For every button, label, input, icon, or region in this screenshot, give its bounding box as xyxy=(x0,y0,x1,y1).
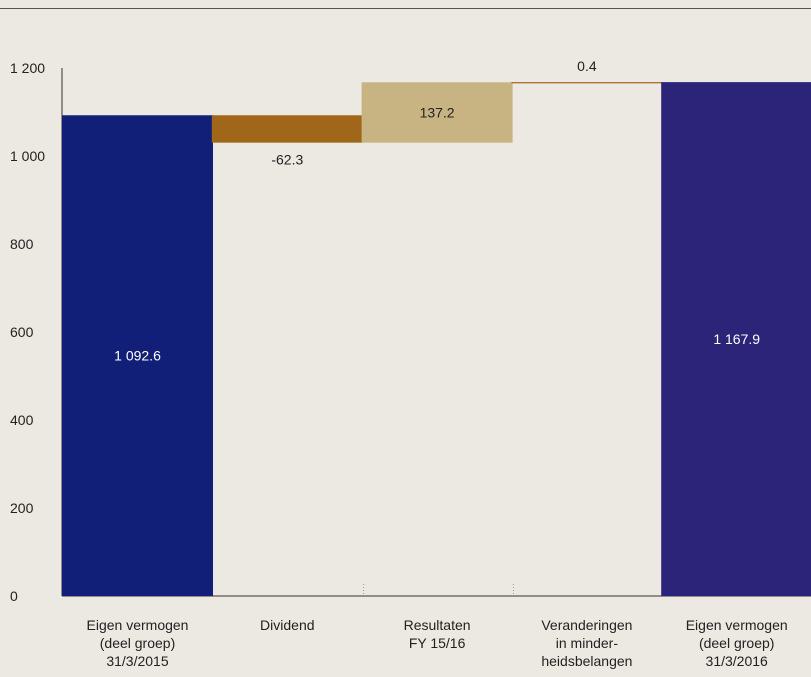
y-tick-label: 600 xyxy=(10,324,34,340)
category-label: (deel groep) xyxy=(100,635,176,651)
y-tick-label: 0 xyxy=(10,588,18,604)
y-tick-label: 1 200 xyxy=(10,60,45,76)
category-label: 31/3/2015 xyxy=(106,653,168,669)
bar-1 xyxy=(62,115,213,597)
category-label: Resultaten xyxy=(404,617,471,633)
data-label-4: 0.4 xyxy=(577,58,597,74)
category-label: FY 15/16 xyxy=(409,635,466,651)
bar-4 xyxy=(511,82,663,84)
y-tick-label: 800 xyxy=(10,236,34,252)
category-label: Eigen vermogen xyxy=(87,617,189,633)
category-label: heidsbelangen xyxy=(541,653,632,669)
bar-3 xyxy=(361,82,513,143)
category-label: 31/3/2016 xyxy=(706,653,768,669)
data-label-5: 1 167.9 xyxy=(713,331,760,347)
bar-2 xyxy=(211,115,363,143)
category-label: Eigen vermogen xyxy=(686,617,788,633)
data-label-2: -62.3 xyxy=(271,152,303,168)
category-label: in minder- xyxy=(556,635,619,651)
category-label: Veranderingen xyxy=(541,617,632,633)
data-label-3: 137.2 xyxy=(420,104,455,120)
data-label-1: 1 092.6 xyxy=(114,348,161,364)
category-label: (deel groep) xyxy=(699,635,775,651)
y-tick-label: 1 000 xyxy=(10,148,45,164)
y-tick-label: 400 xyxy=(10,412,34,428)
y-tick-label: 200 xyxy=(10,500,34,516)
bar-5 xyxy=(661,82,811,596)
category-label: Dividend xyxy=(260,617,314,633)
top-rule xyxy=(0,8,811,9)
